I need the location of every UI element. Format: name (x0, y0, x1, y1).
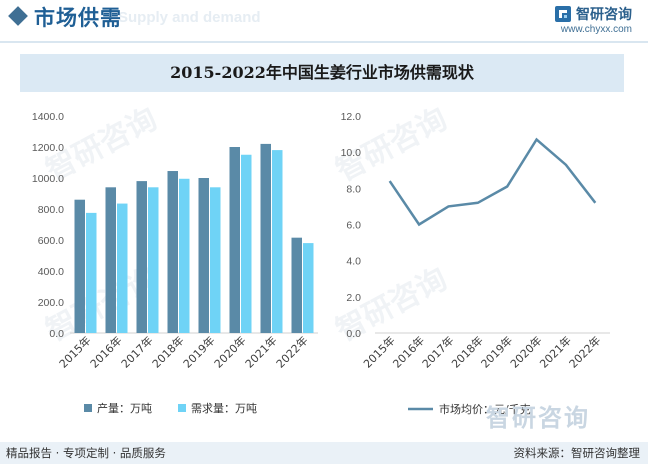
brand: 智研咨询 www.chyxx.com (554, 3, 632, 35)
brand-logo-icon (555, 5, 571, 22)
bar-y-tick-label: 1000.0 (32, 173, 64, 185)
demand-bar (303, 243, 314, 333)
bar-y-tick-label: 600.0 (38, 235, 64, 247)
line-y-tick-label: 2.0 (346, 292, 361, 304)
demand-bar (272, 150, 283, 333)
line-x-tick-label: 2018年 (448, 333, 485, 370)
line-x-tick-label: 2015年 (360, 333, 397, 370)
bar-y-tick-label: 0.0 (49, 328, 64, 340)
production-bar (260, 143, 271, 333)
bar-y-tick-label: 800.0 (38, 204, 64, 216)
demand-bar (241, 154, 252, 333)
watermark-bottom: 智研咨询 (486, 404, 590, 432)
production-bar (229, 147, 240, 333)
line-y-tick-label: 12.0 (341, 111, 362, 123)
page-header: Supply and demand 市场供需 智研咨询 www.chyxx.co… (0, 0, 648, 44)
line-x-tick-label: 2016年 (390, 333, 427, 370)
line-y-tick-label: 4.0 (346, 256, 361, 268)
line-x-tick-label: 2022年 (566, 333, 603, 370)
header-ghost-text: Supply and demand (118, 9, 261, 26)
production-bar (198, 178, 209, 333)
production-bar (136, 181, 147, 333)
bar-x-tick-label: 2020年 (211, 333, 248, 370)
line-x-tick-label: 2021年 (537, 333, 574, 370)
footer-source: 资料来源：智研咨询整理 (513, 446, 641, 460)
legend-label-demand: 需求量：万吨 (191, 402, 257, 415)
legend-label-production: 产量：万吨 (97, 401, 152, 415)
line-x-tick-label: 2019年 (478, 333, 515, 370)
bar-y-tick-label: 1400.0 (32, 111, 64, 123)
production-bar (167, 171, 178, 333)
line-y-tick-label: 0.0 (346, 328, 361, 340)
page-footer: 精品报告 · 专项定制 · 品质服务 资料来源：智研咨询整理 (0, 442, 648, 464)
bar-x-tick-label: 2017年 (118, 333, 155, 370)
bar-y-tick-label: 1200.0 (32, 142, 64, 154)
production-bar (74, 199, 85, 333)
brand-url: www.chyxx.com (560, 23, 632, 35)
bar-x-tick-label: 2019年 (180, 333, 217, 370)
legend-swatch-demand (178, 404, 186, 412)
demand-bar (210, 187, 221, 333)
line-y-tick-label: 10.0 (341, 147, 362, 159)
brand-name: 智研咨询 (576, 6, 632, 23)
demand-bar (179, 178, 190, 333)
bar-x-tick-label: 2016年 (87, 333, 124, 370)
bar-y-tick-label: 400.0 (38, 266, 64, 278)
legend-swatch-production (84, 404, 92, 412)
page-title: 市场供需 (34, 6, 122, 30)
demand-bar (148, 187, 159, 333)
production-bar (105, 187, 116, 333)
chart-title-bar: 2015-2022年中国生姜行业市场供需现状 (20, 54, 624, 92)
line-x-tick-label: 2020年 (507, 333, 544, 370)
bar-x-tick-label: 2022年 (273, 333, 310, 370)
chart-canvas: 0.0 200.0 400.0 600.0 800.0 1000.0 1200.0 1400.… (32, 111, 610, 416)
line-y-tick-label: 8.0 (346, 183, 361, 195)
bar-x-tick-label: 2021年 (242, 333, 279, 370)
chart-title: 2015-2022年中国生姜行业市场供需现状 (170, 63, 474, 82)
header-divider (0, 41, 648, 43)
line-y-tick-label: 6.0 (346, 220, 361, 232)
legend-label-price: 市场均价：元/千克 (439, 402, 531, 416)
price-series-line (388, 137, 597, 227)
bar-y-tick-label: 200.0 (38, 297, 64, 309)
footer-tagline: 精品报告 · 专项定制 · 品质服务 (6, 446, 166, 460)
production-bar (291, 237, 302, 333)
bar-x-tick-label: 2018年 (149, 333, 186, 370)
demand-bar (86, 212, 97, 333)
demand-bar (117, 203, 128, 333)
line-x-tick-label: 2017年 (419, 333, 456, 370)
